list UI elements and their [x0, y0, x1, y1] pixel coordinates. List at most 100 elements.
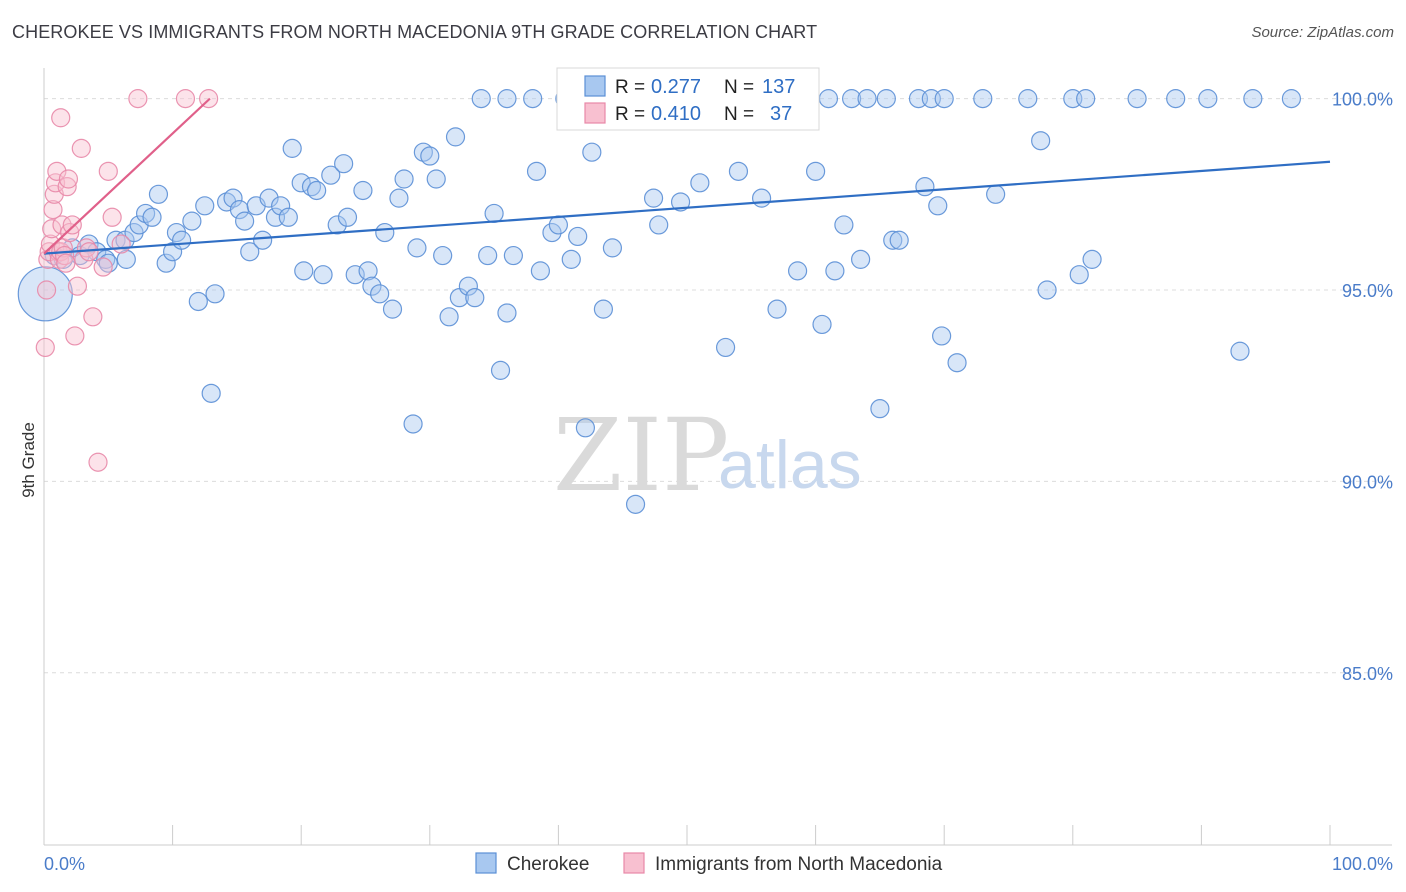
legend-label-north-macedonia: Immigrants from North Macedonia	[655, 854, 943, 875]
legend-label-cherokee: Cherokee	[507, 854, 589, 875]
cherokee-point-48	[353, 180, 373, 201]
cherokee-point-29	[235, 211, 255, 231]
cherokee-point-107	[818, 89, 839, 109]
cherokee-point-111	[851, 249, 871, 269]
cherokee-point-80	[561, 249, 581, 269]
cherokee-point-24	[201, 383, 221, 403]
cherokee-point-121	[932, 326, 952, 346]
y-axis-label: 9th Grade	[19, 422, 38, 498]
cherokee-point-106	[812, 314, 832, 335]
cherokee-point-43	[321, 165, 341, 185]
cherokee-point-30	[240, 242, 260, 262]
cherokee-point-103	[787, 261, 808, 281]
cherokee-point-61	[433, 245, 453, 266]
north-macedonia-point-29	[93, 257, 113, 277]
stats-r-value-north-macedonia: 0.410	[651, 103, 701, 125]
north-macedonia-point-34	[175, 89, 196, 109]
cherokee-point-120	[928, 196, 948, 216]
cherokee-point-52	[375, 222, 395, 243]
y-tick-label-0: 100.0%	[1332, 90, 1393, 110]
north-macedonia-point-36	[51, 108, 71, 128]
cherokee-point-89	[643, 188, 664, 208]
cherokee-point-50	[362, 276, 382, 296]
cherokee-point-33	[259, 188, 279, 208]
stats-n-label-north-macedonia: N =	[724, 104, 754, 125]
north-macedonia-point-33	[128, 89, 148, 109]
cherokee-point-83	[582, 142, 602, 162]
north-macedonia-point-27	[83, 307, 103, 327]
cherokee-point-51	[370, 284, 390, 304]
cherokee-point-131	[1076, 89, 1096, 109]
cherokee-point-133	[1127, 89, 1147, 109]
cherokee-point-32	[253, 230, 273, 250]
cherokee-point-116	[889, 230, 909, 250]
cherokee-point-73	[503, 245, 523, 266]
legend-swatch-north-macedonia	[623, 852, 645, 874]
cherokee-point-40	[301, 177, 322, 197]
cherokee-point-90	[649, 215, 669, 235]
cherokee-point-76	[530, 261, 550, 281]
cherokee-point-41	[307, 180, 327, 201]
cherokee-point-42	[313, 265, 333, 285]
source-label: Source: ZipAtlas.com	[1251, 24, 1394, 41]
cherokee-point-122	[934, 89, 954, 109]
cherokee-point-81	[568, 226, 588, 247]
north-macedonia-point-31	[102, 207, 122, 227]
cherokee-point-114	[876, 89, 896, 109]
cherokee-point-123	[947, 353, 967, 373]
x-tick-label-1: 100.0%	[1332, 854, 1393, 874]
north-macedonia-point-13	[52, 215, 72, 235]
cherokee-point-53	[382, 299, 403, 319]
north-macedonia-point-9	[47, 161, 67, 181]
cherokee-point-20	[172, 230, 192, 250]
cherokee-point-17	[156, 253, 176, 273]
cherokee-point-126	[1018, 89, 1038, 109]
cherokee-point-37	[282, 138, 302, 158]
cherokee-point-55	[394, 169, 414, 189]
cherokee-point-59	[420, 146, 440, 166]
cherokee-point-38	[291, 173, 311, 193]
cherokee-point-75	[526, 161, 547, 181]
cherokee-point-21	[182, 211, 202, 231]
cherokee-point-132	[1082, 249, 1102, 269]
y-tick-label-3: 85.0%	[1342, 664, 1393, 684]
stats-swatch-north-macedonia	[584, 102, 606, 124]
cherokee-point-15	[142, 207, 162, 227]
cherokee-point-84	[593, 299, 614, 319]
cherokee-point-39	[294, 261, 314, 281]
chart-title: CHEROKEE VS IMMIGRANTS FROM NORTH MACEDO…	[12, 22, 818, 42]
north-macedonia-trend-line	[43, 97, 211, 255]
cherokee-point-113	[870, 399, 890, 419]
cherokee-point-97	[728, 161, 749, 181]
cherokee-point-115	[883, 230, 903, 250]
north-macedonia-point-23	[71, 138, 91, 158]
north-macedonia-point-28	[88, 452, 108, 472]
series-legend: Cherokee Immigrants from North Macedonia	[475, 852, 943, 875]
stats-r-label-cherokee: R =	[615, 77, 645, 98]
x-tick-label-0: 0.0%	[44, 854, 85, 874]
cherokee-point-49	[358, 261, 378, 281]
north-macedonia-point-19	[60, 222, 80, 243]
stats-n-value-cherokee: 137	[762, 76, 795, 98]
cherokee-point-65	[458, 276, 478, 296]
north-macedonia-point-17	[57, 177, 77, 197]
cherokee-point-60	[426, 169, 446, 189]
axes	[43, 68, 1392, 846]
stats-r-value-cherokee: 0.277	[651, 76, 701, 98]
cherokee-point-45	[334, 154, 354, 174]
cherokee-point-36	[278, 207, 298, 227]
north-macedonia-point-5	[42, 219, 62, 239]
cherokee-point-71	[497, 303, 517, 323]
y-tick-label-2: 90.0%	[1342, 472, 1393, 492]
y-tick-label-1: 95.0%	[1342, 281, 1393, 301]
cherokee-point-25	[205, 284, 225, 304]
cherokee-point-56	[403, 414, 423, 434]
watermark-zip: ZIP	[553, 397, 729, 514]
cherokee-point-124	[973, 89, 993, 109]
cherokee-point-118	[915, 177, 935, 197]
cherokee-point-68	[478, 245, 498, 266]
north-macedonia-point-32	[111, 234, 131, 254]
north-macedonia-point-22	[67, 276, 88, 296]
cherokee-point-101	[767, 299, 787, 319]
